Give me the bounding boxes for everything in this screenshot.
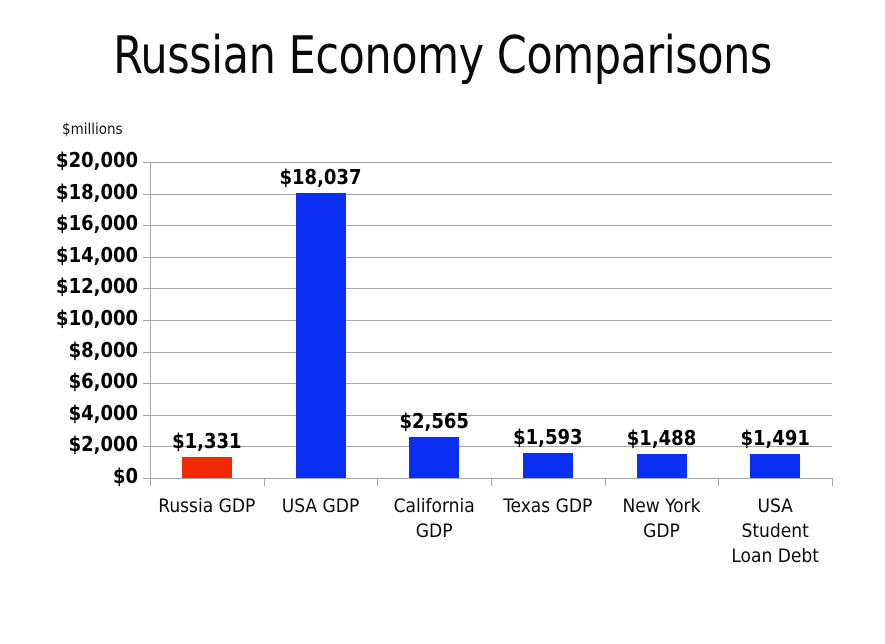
x-axis-tick bbox=[263, 478, 265, 486]
y-axis-tick-label: $8,000 bbox=[68, 337, 138, 362]
x-axis-category-label: Texas GDP bbox=[491, 494, 605, 519]
gridline bbox=[150, 162, 832, 163]
y-axis-tick bbox=[143, 320, 150, 321]
x-axis-tick bbox=[832, 478, 833, 486]
y-axis-tick bbox=[143, 288, 150, 290]
x-axis-category-label: New York GDP bbox=[605, 494, 719, 544]
gridline bbox=[150, 256, 832, 258]
y-axis-tick-label: $10,000 bbox=[56, 306, 138, 330]
bar-value-label: $1,593 bbox=[513, 424, 583, 449]
gridline bbox=[150, 446, 832, 448]
x-axis-label-line: Student bbox=[741, 520, 809, 542]
gridline bbox=[150, 414, 832, 416]
y-axis-tick-label: $2,000 bbox=[68, 432, 138, 457]
y-axis-tick bbox=[143, 225, 150, 227]
x-axis-category-label: California GDP bbox=[377, 494, 491, 544]
bar[interactable] bbox=[636, 454, 687, 478]
gridline bbox=[150, 383, 832, 385]
x-axis-label-line: USA GDP bbox=[281, 495, 360, 517]
bar-value-label: $1,488 bbox=[626, 426, 697, 451]
y-axis-tick bbox=[143, 351, 150, 353]
x-axis-label-line: California bbox=[393, 495, 475, 517]
x-axis-label-line: New York bbox=[622, 495, 701, 517]
bar[interactable] bbox=[522, 452, 573, 478]
y-axis-tick-label: $20,000 bbox=[56, 148, 138, 172]
bar[interactable] bbox=[750, 454, 801, 478]
x-axis-label-line: Texas GDP bbox=[503, 495, 593, 517]
y-axis-unit-label: $millions bbox=[62, 120, 123, 138]
bar-value-label: $1,491 bbox=[740, 426, 810, 451]
bar[interactable] bbox=[295, 193, 346, 478]
y-axis-tick bbox=[143, 446, 150, 448]
y-axis-tick bbox=[143, 162, 150, 163]
x-axis-category-label: USA Student Loan Debt bbox=[718, 494, 832, 569]
y-axis-tick bbox=[143, 414, 150, 416]
x-axis-tick bbox=[150, 478, 151, 486]
bar[interactable] bbox=[409, 437, 460, 478]
y-axis-tick bbox=[143, 383, 150, 385]
y-axis-tick-label: $6,000 bbox=[68, 369, 138, 394]
y-axis-tick-label: $14,000 bbox=[56, 242, 138, 267]
x-axis-tick bbox=[604, 478, 606, 486]
y-axis-tick bbox=[143, 478, 150, 479]
page-title: Russian Economy Comparisons bbox=[113, 26, 772, 86]
bar[interactable] bbox=[181, 456, 232, 478]
y-axis-tick bbox=[143, 193, 150, 195]
gridline bbox=[150, 351, 832, 353]
y-axis-tick-label: $0 bbox=[112, 464, 138, 488]
bar-value-label: $18,037 bbox=[279, 165, 362, 189]
gridline bbox=[150, 320, 832, 321]
y-axis-tick-label: $18,000 bbox=[56, 179, 138, 204]
gridline bbox=[150, 288, 832, 290]
x-axis-label-line: GDP bbox=[643, 520, 680, 542]
y-axis-tick-label: $16,000 bbox=[56, 211, 138, 236]
bar-value-label: $1,331 bbox=[172, 428, 242, 453]
x-axis-category-label: Russia GDP bbox=[150, 494, 264, 519]
gridline bbox=[150, 193, 832, 195]
x-axis-label-line: Loan Debt bbox=[731, 545, 819, 567]
y-axis-tick-label: $12,000 bbox=[56, 274, 138, 299]
y-axis-tick bbox=[143, 256, 150, 258]
x-axis-label-line: Russia GDP bbox=[158, 495, 256, 517]
x-axis-tick bbox=[718, 478, 720, 486]
y-axis-tick-label: $4,000 bbox=[68, 400, 138, 425]
x-axis-label-line: GDP bbox=[415, 520, 453, 542]
bar-value-label: $2,565 bbox=[399, 409, 469, 434]
x-axis-tick bbox=[377, 478, 379, 486]
x-axis-category-label: USA GDP bbox=[264, 494, 378, 519]
x-axis-label-line: USA bbox=[757, 495, 793, 517]
x-axis-tick bbox=[491, 478, 492, 486]
gridline bbox=[150, 225, 832, 227]
